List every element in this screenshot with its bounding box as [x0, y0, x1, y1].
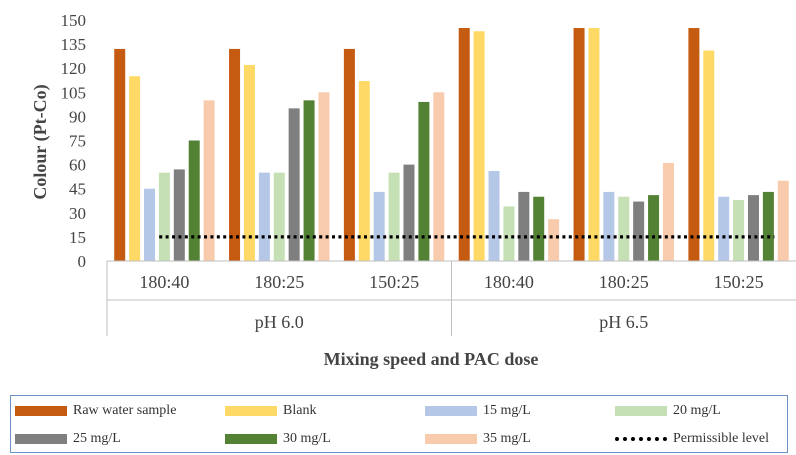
legend-label: 15 mg/L — [483, 403, 531, 418]
chart: 0 15 30 45 60 75 90 105 120 135 150 180:40 180:25 15… — [30, 11, 796, 369]
bar — [548, 219, 560, 261]
legend-item-permissible-level: Permissible level — [615, 429, 769, 449]
bar — [188, 140, 200, 261]
x-tick-label: 180:25 — [254, 272, 304, 292]
bar — [243, 64, 255, 261]
legend-item-25mg: 25 mg/L — [15, 429, 121, 449]
bar — [318, 92, 330, 261]
legend-label: Raw water sample — [73, 403, 177, 418]
group-label: pH 6.0 — [255, 312, 304, 332]
bar — [603, 191, 615, 261]
bar — [144, 188, 156, 261]
bar — [488, 171, 500, 261]
legend-item-raw-water: Raw water sample — [15, 401, 176, 421]
y-axis-label: Colour (Pt-Co) — [30, 84, 51, 199]
y-tick-label: 120 — [61, 59, 87, 78]
y-tick-label: 0 — [78, 252, 87, 271]
legend: Raw water sample Blank 15 mg/L 20 mg/L 2… — [10, 395, 788, 453]
bar — [229, 48, 241, 261]
bar — [588, 28, 600, 262]
bar — [533, 196, 545, 261]
legend-label: 30 mg/L — [283, 431, 331, 446]
group-labels: pH 6.0 pH 6.5 — [255, 312, 649, 332]
bar — [258, 172, 270, 261]
y-tick-label: 105 — [61, 83, 87, 102]
bar — [733, 199, 745, 261]
bar — [388, 172, 400, 261]
legend-item-35mg: 35 mg/L — [425, 429, 531, 449]
bar — [373, 191, 385, 261]
x-tick-label: 180:25 — [599, 272, 649, 292]
bar — [203, 100, 215, 261]
bar — [433, 92, 445, 261]
y-tick-label: 150 — [61, 11, 87, 30]
bar — [518, 191, 530, 261]
legend-dotted-line — [615, 437, 667, 441]
legend-label: Blank — [283, 403, 317, 418]
bar — [648, 195, 660, 261]
bar — [158, 172, 170, 261]
bar — [273, 172, 285, 261]
legend-item-30mg: 30 mg/L — [225, 429, 331, 449]
bar — [403, 164, 415, 261]
bar — [473, 31, 485, 261]
bar — [503, 206, 515, 261]
group-label: pH 6.5 — [599, 312, 648, 332]
y-axis-ticks: 0 15 30 45 60 75 90 105 120 135 150 — [61, 11, 87, 271]
bar — [633, 201, 645, 261]
bar — [114, 48, 126, 261]
y-tick-label: 45 — [69, 180, 86, 199]
y-tick-label: 60 — [69, 156, 86, 175]
bar — [662, 162, 674, 261]
bar — [747, 195, 759, 261]
bar — [762, 191, 774, 261]
bar — [618, 196, 630, 261]
y-tick-label: 30 — [69, 204, 86, 223]
x-axis-label: Mixing speed and PAC dose — [324, 349, 539, 369]
legend-swatch — [225, 406, 277, 416]
legend-swatch — [425, 406, 477, 416]
legend-item-20mg: 20 mg/L — [615, 401, 721, 421]
bar — [173, 169, 185, 261]
y-tick-label: 90 — [69, 107, 86, 126]
bar — [358, 81, 370, 261]
legend-swatch — [615, 406, 667, 416]
legend-label: 25 mg/L — [73, 431, 121, 446]
legend-item-blank: Blank — [225, 401, 316, 421]
x-tick-label: 150:25 — [714, 272, 764, 292]
bar — [288, 108, 300, 261]
x-tick-label: 180:40 — [484, 272, 534, 292]
legend-swatch — [15, 434, 67, 444]
x-tick-label: 180:40 — [139, 272, 189, 292]
y-tick-label: 15 — [69, 228, 86, 247]
legend-label: Permissible level — [673, 431, 770, 446]
bar — [458, 28, 470, 262]
x-axis-ticks: 180:40 180:25 150:25 180:40 180:25 150:25 — [139, 272, 763, 292]
legend-swatch — [15, 406, 67, 416]
bars — [114, 28, 789, 262]
bar — [129, 76, 141, 261]
bar — [343, 48, 355, 261]
bar — [777, 180, 789, 261]
bar — [703, 50, 715, 261]
x-tick-label: 150:25 — [369, 272, 419, 292]
legend-item-15mg: 15 mg/L — [425, 401, 531, 421]
y-tick-label: 135 — [61, 35, 87, 54]
bar — [573, 28, 585, 262]
legend-label: 20 mg/L — [673, 403, 721, 418]
axes — [106, 260, 796, 336]
bar — [418, 101, 430, 261]
legend-label: 35 mg/L — [483, 431, 531, 446]
bar — [718, 196, 730, 261]
legend-swatch — [225, 434, 277, 444]
bar — [303, 100, 315, 261]
legend-swatch — [425, 434, 477, 444]
y-tick-label: 75 — [69, 132, 86, 151]
bar — [688, 28, 700, 262]
